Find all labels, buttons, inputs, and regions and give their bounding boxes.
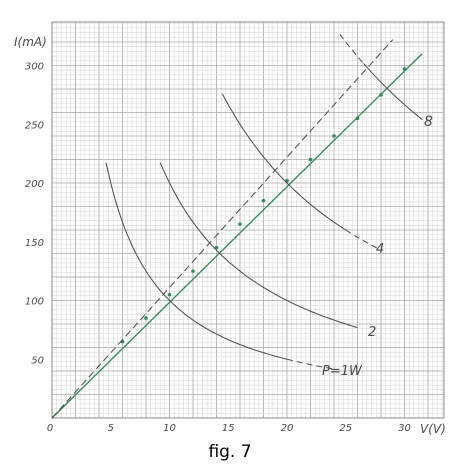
x-tick-label: 5 bbox=[108, 423, 114, 434]
y-tick-label: 300 bbox=[25, 62, 44, 73]
power-curve-dashed-1w bbox=[286, 358, 335, 370]
curve-label-8: 8 bbox=[424, 114, 433, 130]
data-point bbox=[261, 198, 266, 203]
plot-border bbox=[51, 21, 445, 419]
power-curve-2w bbox=[159, 162, 358, 329]
x-tick-label: 15 bbox=[222, 423, 235, 434]
data-point bbox=[238, 222, 242, 226]
x-tick-label: 25 bbox=[339, 423, 352, 434]
power-curve-dashed-8w bbox=[339, 33, 364, 64]
x-axis-label: V(V) bbox=[420, 422, 446, 436]
y-tick-label: 150 bbox=[25, 238, 44, 249]
fit-line bbox=[51, 53, 423, 419]
curves bbox=[51, 33, 423, 419]
theory-dashed-line bbox=[51, 39, 394, 419]
y-tick-label: 200 bbox=[25, 179, 44, 190]
power-curve-1w bbox=[105, 162, 288, 360]
figure-caption: fig. 7 bbox=[208, 442, 251, 462]
curve-label-4: 4 bbox=[376, 242, 384, 257]
y-tick-label: 50 bbox=[31, 355, 44, 366]
data-point bbox=[167, 292, 172, 297]
y-tick-label: 250 bbox=[25, 120, 44, 131]
data-point bbox=[332, 134, 336, 138]
curve-label-p1w: P=1W bbox=[322, 364, 363, 379]
y-tick-label: 100 bbox=[25, 297, 44, 308]
x-tick-label: 10 bbox=[163, 423, 176, 434]
power-curve-8w bbox=[363, 62, 423, 120]
curve-label-2: 2 bbox=[368, 325, 376, 340]
power-curve-dashed-4w bbox=[345, 229, 382, 251]
x-tick-label: 20 bbox=[281, 423, 294, 434]
origin-label: 0 bbox=[47, 423, 53, 434]
data-point bbox=[191, 269, 195, 273]
grid bbox=[51, 21, 445, 419]
y-axis-label: I(mA) bbox=[14, 35, 47, 49]
power-curve-4w bbox=[221, 93, 347, 231]
data-point bbox=[308, 157, 313, 162]
data-point bbox=[214, 245, 219, 250]
x-tick-label: 30 bbox=[398, 423, 411, 434]
data-point bbox=[144, 316, 148, 320]
